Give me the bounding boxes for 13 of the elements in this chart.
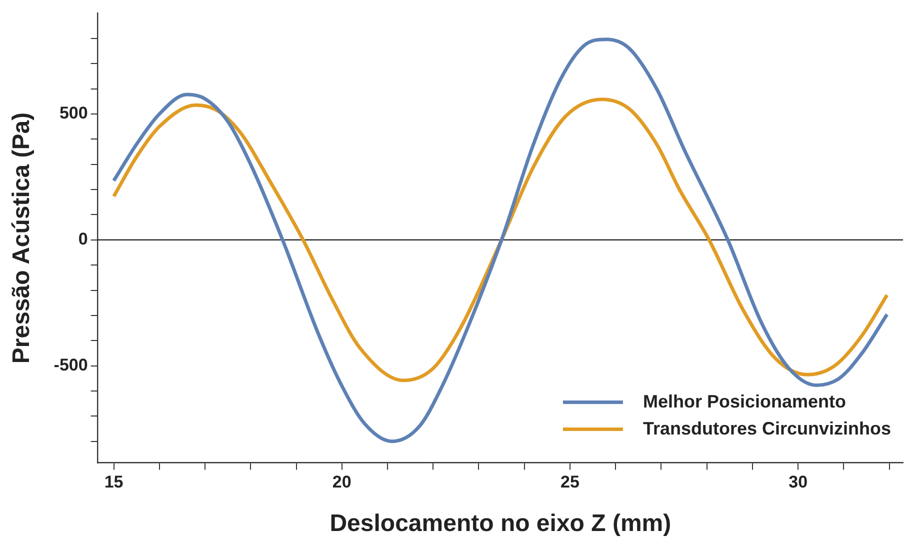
line-series	[112, 98, 889, 382]
y-tick-label: -500	[54, 356, 88, 375]
x-tick-label: 20	[332, 472, 352, 492]
legend-label: Melhor Posicionamento	[642, 391, 846, 412]
x-tick-label: 30	[788, 472, 808, 492]
x-tick-label: 15	[104, 472, 124, 492]
y-axis-title: Pressão Acústica (Pa)	[8, 112, 36, 364]
y-tick-label: 0	[78, 230, 88, 249]
x-axis-title: Deslocamento no eixo Z (mm)	[330, 510, 672, 538]
y-tick-label: 500	[59, 104, 88, 123]
legend-label: Transdutores Circunvizinhos	[642, 418, 891, 438]
x-tick-label: 25	[560, 472, 580, 492]
line-series	[112, 38, 889, 444]
